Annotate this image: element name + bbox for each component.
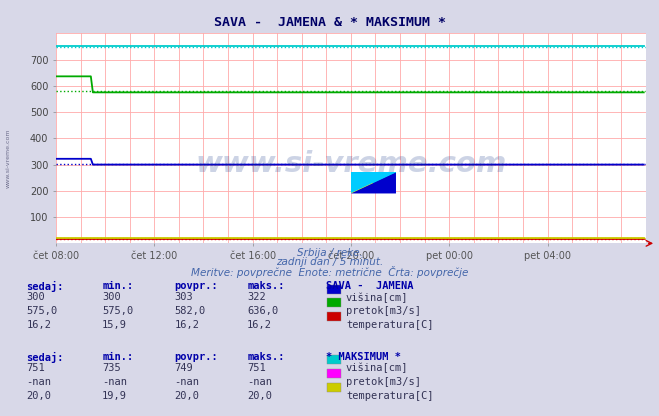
Text: povpr.:: povpr.: xyxy=(175,281,218,291)
Text: temperatura[C]: temperatura[C] xyxy=(346,391,434,401)
Text: -nan: -nan xyxy=(175,377,200,387)
Text: 300: 300 xyxy=(102,292,121,302)
Text: 303: 303 xyxy=(175,292,193,302)
Text: min.:: min.: xyxy=(102,352,133,362)
Text: 16,2: 16,2 xyxy=(26,320,51,330)
Text: maks.:: maks.: xyxy=(247,281,285,291)
Text: višina[cm]: višina[cm] xyxy=(346,363,409,374)
Text: 575,0: 575,0 xyxy=(102,306,133,316)
Text: 749: 749 xyxy=(175,363,193,373)
Text: Srbija / reke.: Srbija / reke. xyxy=(297,248,362,258)
Text: -nan: -nan xyxy=(102,377,127,387)
Polygon shape xyxy=(351,173,396,193)
Polygon shape xyxy=(351,173,396,193)
Text: -nan: -nan xyxy=(26,377,51,387)
Text: * MAKSIMUM *: * MAKSIMUM * xyxy=(326,352,401,362)
Text: 636,0: 636,0 xyxy=(247,306,278,316)
Text: 322: 322 xyxy=(247,292,266,302)
Text: www.si-vreme.com: www.si-vreme.com xyxy=(5,128,11,188)
Text: 751: 751 xyxy=(26,363,45,373)
Text: 20,0: 20,0 xyxy=(247,391,272,401)
Text: 16,2: 16,2 xyxy=(175,320,200,330)
Text: zadnji dan / 5 minut.: zadnji dan / 5 minut. xyxy=(276,257,383,267)
Text: 582,0: 582,0 xyxy=(175,306,206,316)
Polygon shape xyxy=(374,173,396,193)
Text: 16,2: 16,2 xyxy=(247,320,272,330)
Text: -nan: -nan xyxy=(247,377,272,387)
Text: min.:: min.: xyxy=(102,281,133,291)
Text: sedaj:: sedaj: xyxy=(26,281,64,292)
Text: sedaj:: sedaj: xyxy=(26,352,64,363)
Text: SAVA -  JAMENA: SAVA - JAMENA xyxy=(326,281,414,291)
Text: 735: 735 xyxy=(102,363,121,373)
Text: 575,0: 575,0 xyxy=(26,306,57,316)
Text: 15,9: 15,9 xyxy=(102,320,127,330)
Text: višina[cm]: višina[cm] xyxy=(346,292,409,303)
Text: temperatura[C]: temperatura[C] xyxy=(346,320,434,330)
Text: povpr.:: povpr.: xyxy=(175,352,218,362)
Text: 751: 751 xyxy=(247,363,266,373)
Text: 20,0: 20,0 xyxy=(26,391,51,401)
Text: pretok[m3/s]: pretok[m3/s] xyxy=(346,377,421,387)
Text: pretok[m3/s]: pretok[m3/s] xyxy=(346,306,421,316)
Text: maks.:: maks.: xyxy=(247,352,285,362)
Text: 20,0: 20,0 xyxy=(175,391,200,401)
Text: www.si-vreme.com: www.si-vreme.com xyxy=(195,149,507,178)
Text: Meritve: povprečne  Enote: metrične  Črta: povprečje: Meritve: povprečne Enote: metrične Črta:… xyxy=(191,266,468,278)
Text: SAVA -  JAMENA & * MAKSIMUM *: SAVA - JAMENA & * MAKSIMUM * xyxy=(214,16,445,29)
Polygon shape xyxy=(351,173,374,193)
Text: 19,9: 19,9 xyxy=(102,391,127,401)
Text: 300: 300 xyxy=(26,292,45,302)
